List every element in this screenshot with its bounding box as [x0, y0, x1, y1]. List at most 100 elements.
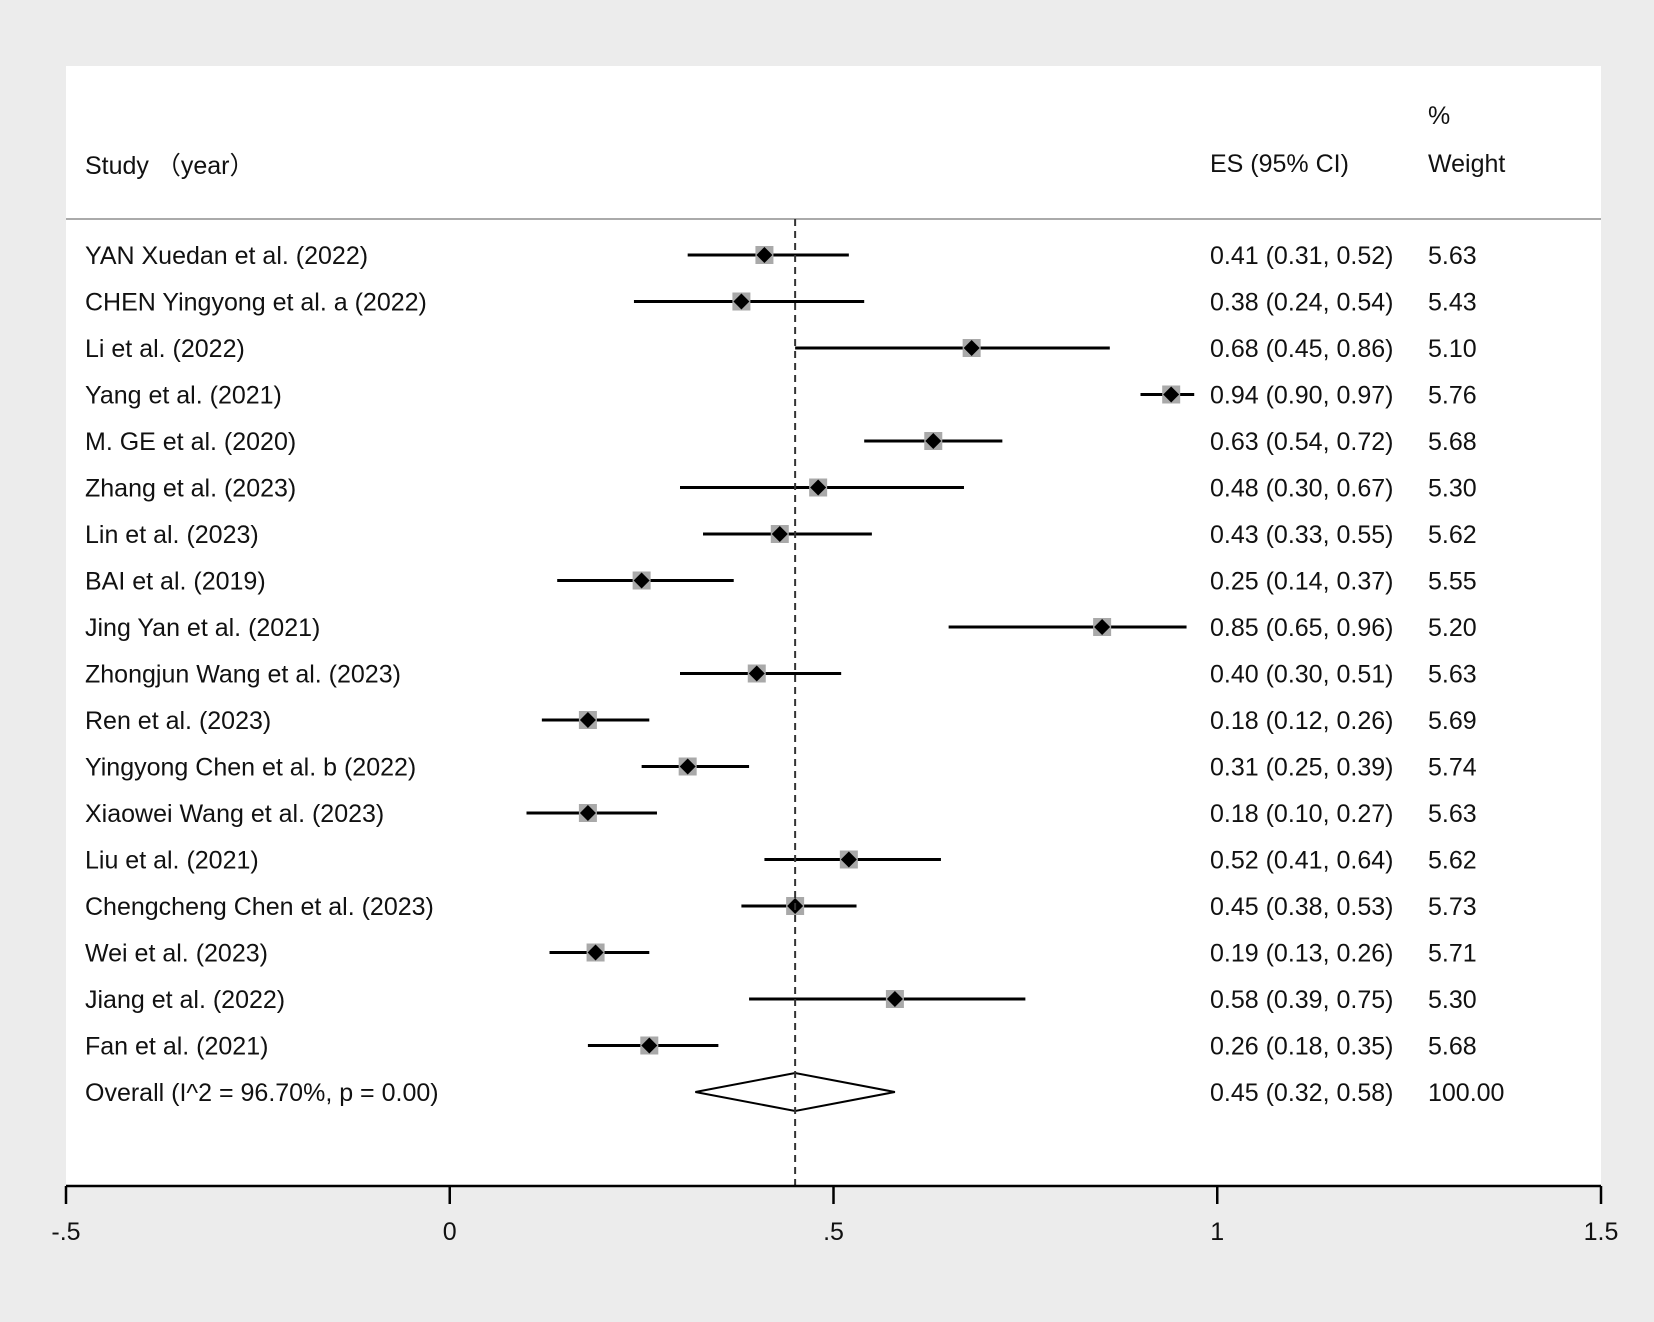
study-label: Jiang et al. (2022): [85, 986, 285, 1014]
point-estimate-marker: [679, 758, 696, 775]
weight-value: 5.55: [1428, 568, 1477, 596]
point-estimate-marker: [886, 991, 903, 1007]
study-row: M. GE et al. (2020) 0.63 (0.54, 0.72) 5.68: [85, 428, 1477, 456]
point-estimate-marker: [579, 712, 596, 728]
study-label: Yingyong Chen et al. b (2022): [85, 754, 416, 782]
study-label: Ren et al. (2023): [85, 707, 271, 735]
study-row: Zhongjun Wang et al. (2023) 0.40 (0.30, 0…: [85, 661, 1477, 689]
x-tick-label: 1: [1210, 1218, 1224, 1246]
point-estimate-marker: [963, 340, 980, 356]
weight-value: 5.20: [1428, 614, 1477, 642]
study-row: Li et al. (2022) 0.68 (0.45, 0.86) 5.10: [85, 335, 1477, 363]
study-row: Yingyong Chen et al. b (2022) 0.31 (0.25,…: [85, 754, 1477, 782]
study-label: BAI et al. (2019): [85, 568, 266, 596]
study-label: Zhang et al. (2023): [85, 475, 296, 503]
x-tick-label: 1.5: [1584, 1218, 1619, 1246]
es-ci-value: 0.43 (0.33, 0.55): [1210, 521, 1393, 549]
study-row: Yang et al. (2021) 0.94 (0.90, 0.97) 5.76: [85, 382, 1477, 410]
es-ci-value: 0.19 (0.13, 0.26): [1210, 940, 1393, 968]
es-ci-value: 0.68 (0.45, 0.86): [1210, 335, 1393, 363]
header-study: Study （year）: [85, 152, 255, 180]
es-ci-value: 0.18 (0.12, 0.26): [1210, 707, 1393, 735]
study-row: BAI et al. (2019) 0.25 (0.14, 0.37) 5.55: [85, 568, 1477, 596]
es-ci-value: 0.94 (0.90, 0.97): [1210, 382, 1393, 410]
weight-value: 5.74: [1428, 754, 1477, 782]
weight-value: 5.63: [1428, 242, 1477, 270]
x-tick-label: 0: [443, 1218, 457, 1246]
weight-value: 5.63: [1428, 661, 1477, 689]
weight-value: 5.30: [1428, 475, 1477, 503]
x-axis: -.5 0 .5 1 1.5: [51, 1184, 1619, 1246]
study-label: Zhongjun Wang et al. (2023): [85, 661, 401, 689]
es-ci-value: 0.48 (0.30, 0.67): [1210, 475, 1393, 503]
study-label: M. GE et al. (2020): [85, 428, 296, 456]
study-row: Wei et al. (2023) 0.19 (0.13, 0.26) 5.71: [85, 940, 1477, 968]
point-estimate-marker: [748, 665, 765, 682]
study-row: Zhang et al. (2023) 0.48 (0.30, 0.67) 5.30: [85, 475, 1477, 503]
study-label: Fan et al. (2021): [85, 1033, 268, 1061]
study-row: Ren et al. (2023) 0.18 (0.12, 0.26) 5.69: [85, 707, 1477, 735]
study-label: Chengcheng Chen et al. (2023): [85, 893, 434, 921]
weight-value: 5.68: [1428, 1033, 1477, 1061]
es-ci-value: 0.45 (0.38, 0.53): [1210, 893, 1393, 921]
weight-value: 5.62: [1428, 521, 1477, 549]
weight-value: 5.30: [1428, 986, 1477, 1014]
overall-weight: 100.00: [1428, 1079, 1504, 1107]
study-row: YAN Xuedan et al. (2022) 0.41 (0.31, 0.52…: [85, 242, 1477, 270]
es-ci-value: 0.63 (0.54, 0.72): [1210, 428, 1393, 456]
overall-es-ci: 0.45 (0.32, 0.58): [1210, 1079, 1393, 1107]
header-es: ES (95% CI): [1210, 150, 1349, 178]
study-row: Chengcheng Chen et al. (2023) 0.45 (0.38,…: [85, 893, 1477, 921]
es-ci-value: 0.85 (0.65, 0.96): [1210, 614, 1393, 642]
study-rows: YAN Xuedan et al. (2022) 0.41 (0.31, 0.52…: [85, 242, 1477, 1061]
study-label: Wei et al. (2023): [85, 940, 268, 968]
es-ci-value: 0.18 (0.10, 0.27): [1210, 800, 1393, 828]
es-ci-value: 0.41 (0.31, 0.52): [1210, 242, 1393, 270]
weight-value: 5.62: [1428, 847, 1477, 875]
weight-value: 5.10: [1428, 335, 1477, 363]
point-estimate-marker: [925, 433, 942, 449]
study-label: Lin et al. (2023): [85, 521, 259, 549]
weight-value: 5.68: [1428, 428, 1477, 456]
es-ci-value: 0.40 (0.30, 0.51): [1210, 661, 1393, 689]
point-estimate-marker: [810, 479, 827, 496]
header-weight: Weight: [1428, 150, 1505, 178]
point-estimate-marker: [756, 247, 773, 263]
weight-value: 5.71: [1428, 940, 1477, 968]
es-ci-value: 0.38 (0.24, 0.54): [1210, 289, 1393, 317]
study-label: CHEN Yingyong et al. a (2022): [85, 289, 427, 317]
point-estimate-marker: [771, 526, 788, 542]
study-label: Jing Yan et al. (2021): [85, 614, 320, 642]
study-row: Fan et al. (2021) 0.26 (0.18, 0.35) 5.68: [85, 1033, 1477, 1061]
weight-value: 5.69: [1428, 707, 1477, 735]
study-label: YAN Xuedan et al. (2022): [85, 242, 368, 270]
study-label: Liu et al. (2021): [85, 847, 259, 875]
header-weight-symbol: %: [1428, 102, 1450, 130]
overall-label: Overall (I^2 = 96.70%, p = 0.00): [85, 1079, 439, 1107]
point-estimate-marker: [840, 851, 857, 868]
weight-value: 5.43: [1428, 289, 1477, 317]
es-ci-value: 0.26 (0.18, 0.35): [1210, 1033, 1393, 1061]
study-label: Li et al. (2022): [85, 335, 245, 363]
overall-row: Overall (I^2 = 96.70%, p = 0.00) 0.45 (0.…: [85, 1071, 1504, 1113]
es-ci-value: 0.58 (0.39, 0.75): [1210, 986, 1393, 1014]
point-estimate-marker: [641, 1037, 658, 1054]
study-row: Liu et al. (2021) 0.52 (0.41, 0.64) 5.62: [85, 847, 1477, 875]
point-estimate-marker: [587, 944, 604, 961]
point-estimate-marker: [579, 805, 596, 821]
study-label: Yang et al. (2021): [85, 382, 282, 410]
study-row: Lin et al. (2023) 0.43 (0.33, 0.55) 5.62: [85, 521, 1477, 549]
weight-value: 5.73: [1428, 893, 1477, 921]
study-label: Xiaowei Wang et al. (2023): [85, 800, 384, 828]
es-ci-value: 0.31 (0.25, 0.39): [1210, 754, 1393, 782]
study-row: Jing Yan et al. (2021) 0.85 (0.65, 0.96) 5…: [85, 614, 1477, 642]
point-estimate-marker: [1163, 386, 1180, 403]
overall-diamond: [695, 1071, 896, 1113]
study-row: Xiaowei Wang et al. (2023) 0.18 (0.10, 0.…: [85, 800, 1477, 828]
es-ci-value: 0.25 (0.14, 0.37): [1210, 568, 1393, 596]
point-estimate-marker: [1094, 619, 1111, 635]
weight-value: 5.76: [1428, 382, 1477, 410]
x-tick-label: -.5: [51, 1218, 80, 1246]
